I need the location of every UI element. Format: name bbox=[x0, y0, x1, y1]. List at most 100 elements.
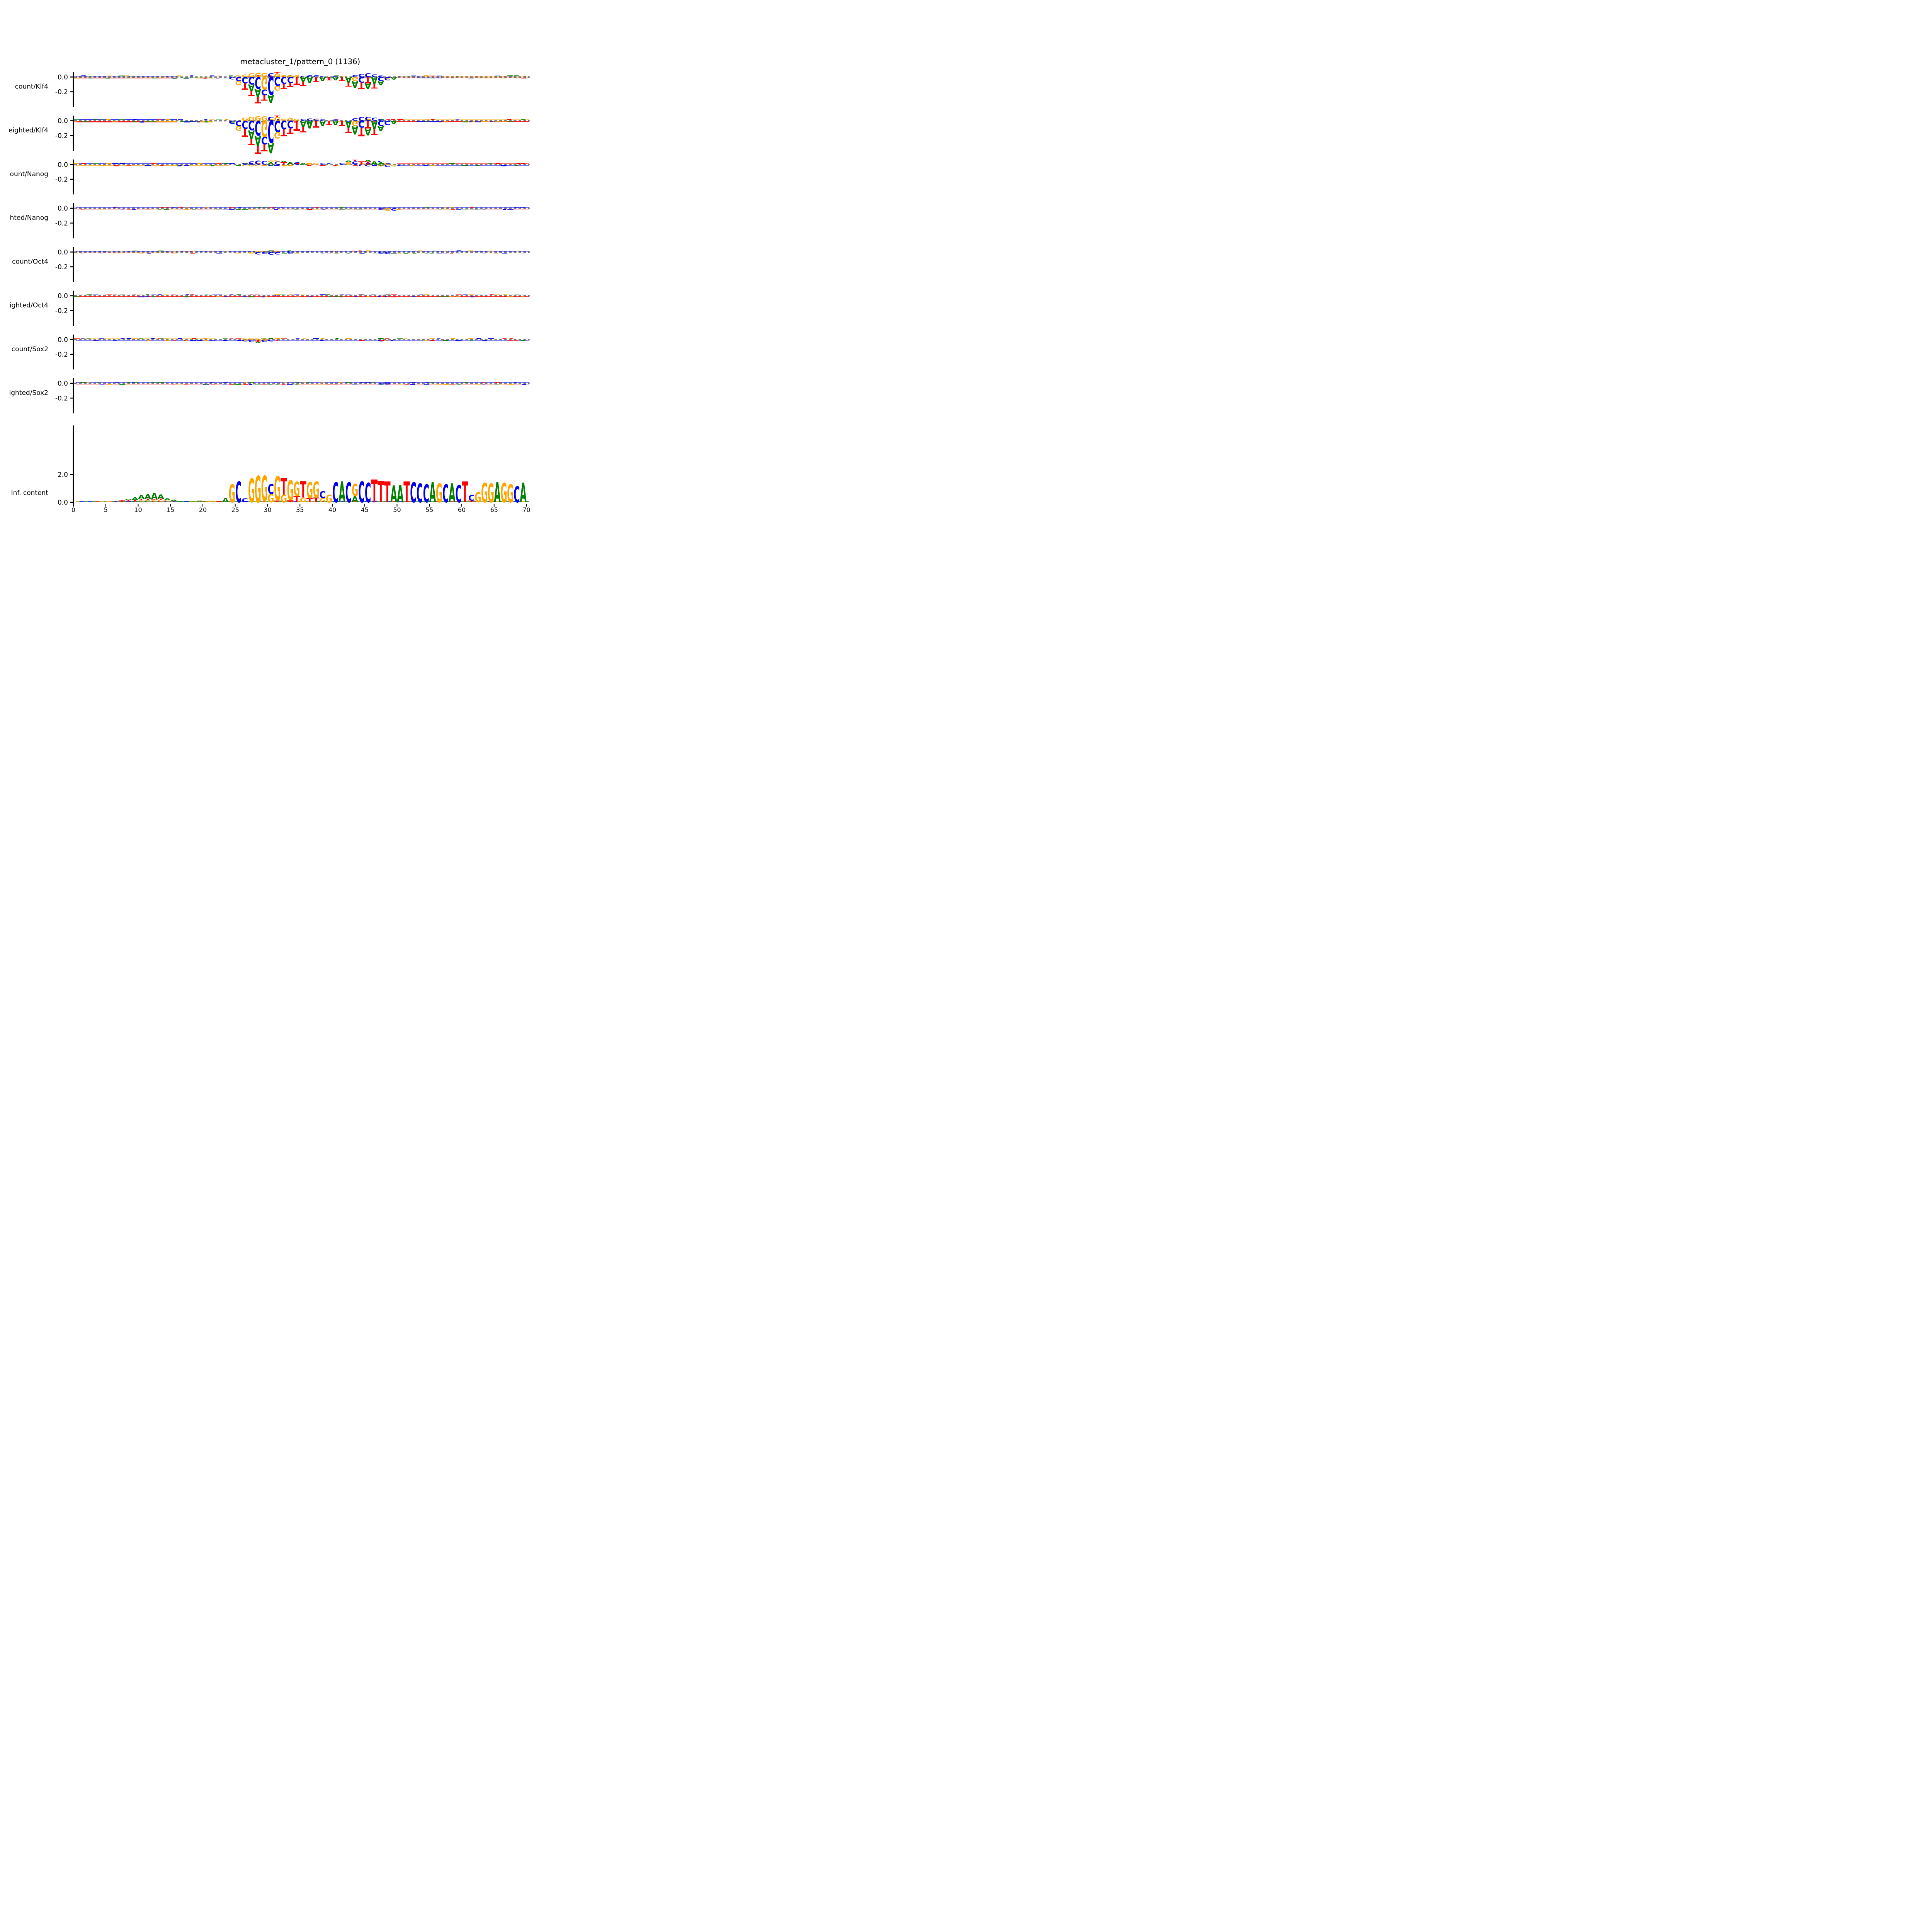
noise-dash bbox=[360, 163, 365, 164]
logo-letter-C: C bbox=[248, 161, 254, 166]
x-axis-tick-label: 70 bbox=[522, 506, 530, 514]
noise-dash bbox=[151, 382, 156, 383]
noise-dash bbox=[261, 75, 266, 77]
noise-dash bbox=[243, 340, 247, 341]
noise-dash bbox=[508, 384, 514, 385]
noise-dash bbox=[242, 209, 248, 210]
logo-letter-C: C bbox=[287, 250, 293, 253]
logo-letter-T: T bbox=[287, 82, 294, 88]
logo-letter-C: C bbox=[358, 73, 364, 78]
track-label: eighted/Klf4 bbox=[9, 127, 48, 134]
logo-letter-A: A bbox=[378, 162, 384, 165]
x-axis-tick-label: 20 bbox=[199, 506, 207, 514]
logo-letter-A: A bbox=[183, 501, 190, 503]
logo-letter-C: C bbox=[287, 252, 293, 254]
logo-letter-C: C bbox=[255, 73, 261, 92]
logo-letter-T: T bbox=[300, 125, 306, 133]
logo-letter-C: C bbox=[378, 75, 384, 82]
logo-letter-C: C bbox=[261, 88, 267, 97]
noise-dash bbox=[165, 119, 170, 120]
logo-letter-C: C bbox=[384, 119, 390, 126]
noise-dash bbox=[385, 501, 390, 502]
noise-dash bbox=[197, 340, 202, 341]
logo-letter-G: G bbox=[287, 476, 294, 507]
logo-letter-C: C bbox=[365, 164, 371, 167]
noise-dash bbox=[423, 384, 429, 385]
noise-dash bbox=[173, 340, 177, 341]
y-tick-label: 0.0 bbox=[58, 380, 68, 388]
logo-letter-A: A bbox=[138, 495, 145, 501]
logo-letter-C: C bbox=[313, 118, 319, 121]
x-axis-tick-label: 5 bbox=[104, 506, 108, 514]
noise-dash bbox=[444, 121, 448, 122]
logo-letter-C: C bbox=[378, 161, 384, 163]
noise-dash bbox=[287, 384, 293, 385]
noise-dash bbox=[411, 75, 416, 77]
logo-letter-C: C bbox=[151, 501, 157, 503]
logo-letter-G: G bbox=[261, 72, 268, 78]
logo-letter-A: A bbox=[157, 493, 164, 500]
logo-letter-C: C bbox=[320, 489, 326, 500]
logo-letter-C: C bbox=[268, 73, 274, 78]
noise-dash bbox=[303, 338, 306, 339]
noise-dash bbox=[411, 500, 415, 502]
noise-dash bbox=[244, 382, 248, 383]
noise-dash bbox=[339, 121, 345, 122]
noise-dash bbox=[307, 382, 311, 383]
noise-dash bbox=[490, 121, 493, 122]
noise-dash bbox=[430, 165, 436, 166]
logo-letter-T: T bbox=[384, 476, 391, 510]
logo-letter-G: G bbox=[274, 116, 281, 122]
noise-dash bbox=[456, 294, 462, 295]
noise-dash bbox=[451, 338, 456, 339]
logo-letter-T: T bbox=[358, 160, 365, 166]
noise-dash bbox=[468, 250, 473, 252]
noise-dash bbox=[73, 296, 77, 297]
logo-letter-T: T bbox=[248, 90, 255, 97]
logo-letter-T: T bbox=[281, 127, 287, 138]
logo-letter-A: A bbox=[267, 162, 274, 165]
logo-letter-C: C bbox=[294, 162, 300, 165]
x-axis-tick-label: 0 bbox=[71, 506, 75, 514]
logo-letter-C: C bbox=[306, 118, 313, 121]
logo-letter-G: G bbox=[384, 163, 391, 165]
logo-letter-T: T bbox=[294, 117, 300, 133]
logo-letter-G: G bbox=[274, 251, 281, 253]
logo-letter-C: C bbox=[268, 481, 274, 497]
noise-dash bbox=[250, 163, 253, 164]
noise-dash bbox=[178, 338, 182, 339]
noise-dash bbox=[391, 296, 397, 298]
x-axis-tick-label: 50 bbox=[393, 506, 401, 514]
logo-letter-C: C bbox=[255, 251, 261, 255]
noise-dash bbox=[384, 338, 389, 339]
logo-letter-G: G bbox=[248, 116, 255, 122]
noise-dash bbox=[316, 501, 319, 502]
noise-dash bbox=[470, 340, 473, 341]
noise-dash bbox=[456, 209, 461, 210]
logo-letter-C: C bbox=[274, 161, 281, 166]
logo-letter-C: C bbox=[384, 296, 390, 298]
noise-dash bbox=[354, 121, 358, 122]
noise-dash bbox=[359, 340, 365, 341]
logo-letter-C: C bbox=[235, 476, 242, 509]
logo-letter-C: C bbox=[158, 501, 164, 503]
logo-letter-C: C bbox=[332, 76, 338, 77]
noise-dash bbox=[514, 382, 517, 383]
noise-dash bbox=[282, 384, 286, 385]
logo-letter-A: A bbox=[364, 82, 371, 90]
noise-dash bbox=[444, 384, 449, 385]
logo-letter-A: A bbox=[429, 477, 436, 509]
logo-letter-C: C bbox=[268, 113, 274, 149]
logo-letter-G: G bbox=[255, 469, 261, 511]
noise-dash bbox=[313, 501, 317, 502]
noise-dash bbox=[507, 209, 514, 210]
logo-letter-C: C bbox=[242, 339, 248, 342]
noise-dash bbox=[261, 340, 267, 341]
noise-dash bbox=[307, 209, 312, 210]
logo-letter-A: A bbox=[248, 82, 255, 92]
logo-letter-C: C bbox=[177, 502, 183, 503]
noise-dash bbox=[378, 296, 381, 297]
noise-dash bbox=[372, 500, 378, 502]
noise-dash bbox=[456, 501, 462, 502]
noise-dash bbox=[354, 296, 358, 297]
